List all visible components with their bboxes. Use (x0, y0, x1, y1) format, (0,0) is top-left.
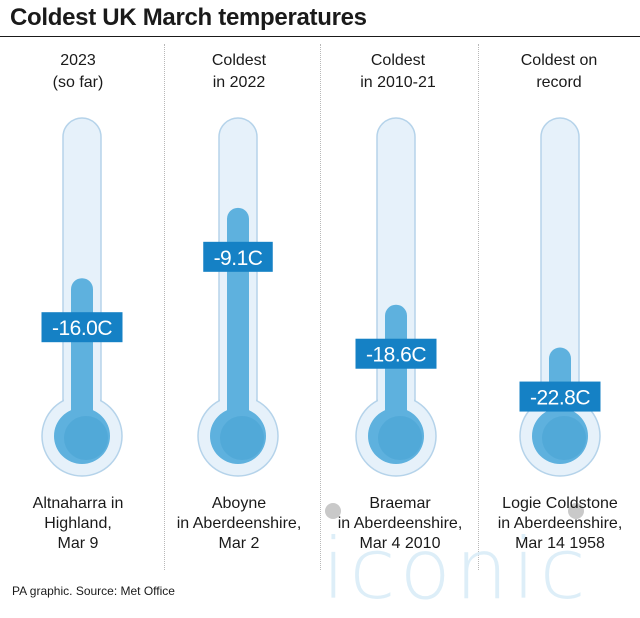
location-label: Braemar in Aberdeenshire, Mar 4 2010 (322, 494, 478, 554)
header-line: 2023 (60, 52, 96, 69)
value-label-box (519, 381, 601, 412)
value-label: -16.0C (52, 317, 112, 340)
location-line: Highland, (44, 515, 112, 532)
column-divider (164, 44, 165, 570)
location-line: in Aberdeenshire, (176, 515, 302, 532)
mercury-bulb-shade (64, 416, 108, 460)
header-line: Coldest on (520, 52, 598, 69)
column-divider (320, 44, 321, 570)
header-line: in 2010-21 (360, 74, 436, 91)
column-header-2023: 2023 (so far) (3, 50, 153, 94)
location-label: Logie Coldstone in Aberdeenshire, Mar 14… (482, 494, 638, 554)
value-label-box (41, 312, 123, 343)
source-note: PA graphic. Source: Met Office (12, 584, 175, 598)
watermark-dot (568, 503, 584, 519)
value-label-box (203, 241, 273, 272)
header-line: Coldest (211, 52, 267, 69)
mercury-bulb-shade (220, 416, 264, 460)
chart-title: Coldest UK March temperatures (10, 4, 367, 31)
title-rule (0, 36, 640, 37)
mercury-bulb-shade (542, 416, 586, 460)
value-label: -22.8C (530, 387, 590, 410)
header-line: (so far) (52, 74, 104, 91)
value-label: -18.6C (366, 344, 426, 367)
location-label: Altnaharra in Highland, Mar 9 (0, 494, 156, 554)
location-line: Braemar (369, 495, 431, 512)
location-line: Mar 14 1958 (515, 535, 605, 552)
location-line: Aboyne (211, 495, 267, 512)
location-line: Mar 4 2010 (359, 535, 441, 552)
location-line: Mar 2 (218, 535, 260, 552)
location-line: Altnaharra in (32, 495, 124, 512)
value-label: -9.1C (214, 247, 263, 270)
mercury-column (385, 304, 407, 436)
location-line: in Aberdeenshire, (497, 515, 623, 532)
mercury-bulb-shade (378, 416, 422, 460)
location-line: Mar 9 (57, 535, 99, 552)
location-line: Logie Coldstone (502, 495, 618, 512)
header-line: record (536, 74, 582, 91)
location-line: in Aberdeenshire, (337, 515, 463, 532)
header-line: in 2022 (212, 74, 266, 91)
column-header-2010-21: Coldest in 2010-21 (323, 50, 473, 94)
column-header-record: Coldest on record (484, 50, 634, 94)
value-label-box (355, 338, 437, 369)
thermometer-chart: -16.0C -9.1C -18.6C -22.8C (41, 117, 601, 477)
watermark-dot (325, 503, 341, 519)
header-line: Coldest (370, 52, 426, 69)
column-header-2022: Coldest in 2022 (164, 50, 314, 94)
column-divider (478, 44, 479, 570)
location-label: Aboyne in Aberdeenshire, Mar 2 (161, 494, 317, 554)
